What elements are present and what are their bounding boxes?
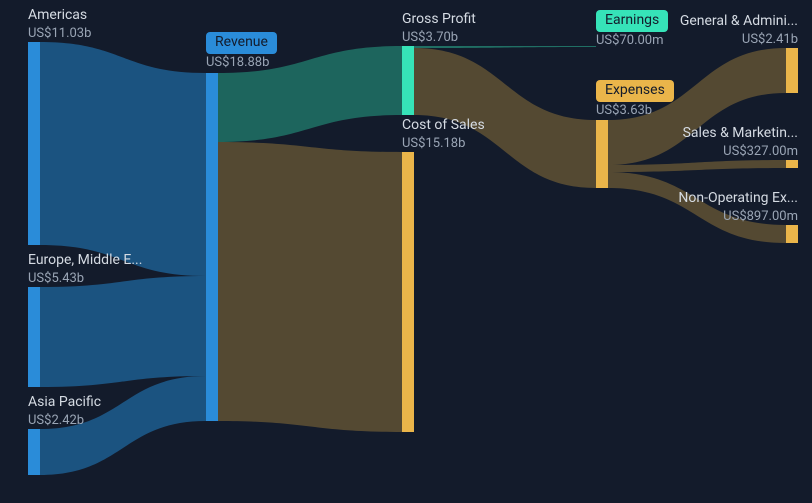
node-title: Earnings [596,10,668,32]
node-value: US$2.42b [28,412,101,430]
node-label-earnings: EarningsUS$70.00m [596,10,668,49]
sankey-node-americas[interactable] [28,42,40,245]
node-title: Expenses [596,80,674,102]
node-value: US$327.00m [683,143,798,161]
node-label-gross: Gross ProfitUS$3.70b [402,10,476,46]
node-label-sm: Sales & Marketin...US$327.00m [683,124,798,160]
node-title: Asia Pacific [28,393,101,412]
sankey-node-revenue[interactable] [206,73,218,421]
node-title: General & Admini... [680,12,798,31]
sankey-link [40,276,206,387]
node-value: US$3.70b [402,29,476,47]
sankey-node-cos[interactable] [402,152,414,432]
node-label-apac: Asia PacificUS$2.42b [28,393,101,429]
node-value: US$70.00m [596,32,668,50]
sankey-node-apac[interactable] [28,429,40,475]
node-title: Sales & Marketin... [683,124,798,143]
pill-label: Earnings [596,10,668,32]
sankey-node-nonop[interactable] [786,225,798,243]
node-title: Gross Profit [402,10,476,29]
node-value: US$11.03b [28,25,91,43]
node-title: Americas [28,6,91,25]
sankey-node-sm[interactable] [786,160,798,168]
node-label-expenses: ExpensesUS$3.63b [596,80,674,119]
node-value: US$15.18b [402,135,485,153]
node-value: US$3.63b [596,102,674,120]
sankey-node-ga[interactable] [786,48,798,93]
node-title: Non-Operating Ex... [678,189,798,208]
sankey-node-emea[interactable] [28,287,40,387]
sankey-chart: AmericasUS$11.03b Europe, Middle E...US$5… [0,0,812,503]
node-label-emea: Europe, Middle E...US$5.43b [28,251,142,287]
node-value: US$18.88b [206,54,277,72]
sankey-node-gross[interactable] [402,46,414,115]
node-label-nonop: Non-Operating Ex...US$897.00m [678,189,798,225]
node-value: US$2.41b [680,31,798,49]
node-value: US$897.00m [678,208,798,226]
pill-label: Revenue [206,32,277,54]
node-title: Revenue [206,32,277,54]
node-label-americas: AmericasUS$11.03b [28,6,91,42]
node-title: Europe, Middle E... [28,251,142,270]
sankey-link [218,142,402,432]
sankey-node-expenses[interactable] [596,120,608,188]
node-title: Cost of Sales [402,116,485,135]
pill-label: Expenses [596,80,674,102]
node-label-cos: Cost of SalesUS$15.18b [402,116,485,152]
node-label-revenue: RevenueUS$18.88b [206,32,277,71]
node-label-ga: General & Admini...US$2.41b [680,12,798,48]
sankey-link [40,42,206,276]
node-value: US$5.43b [28,270,142,288]
